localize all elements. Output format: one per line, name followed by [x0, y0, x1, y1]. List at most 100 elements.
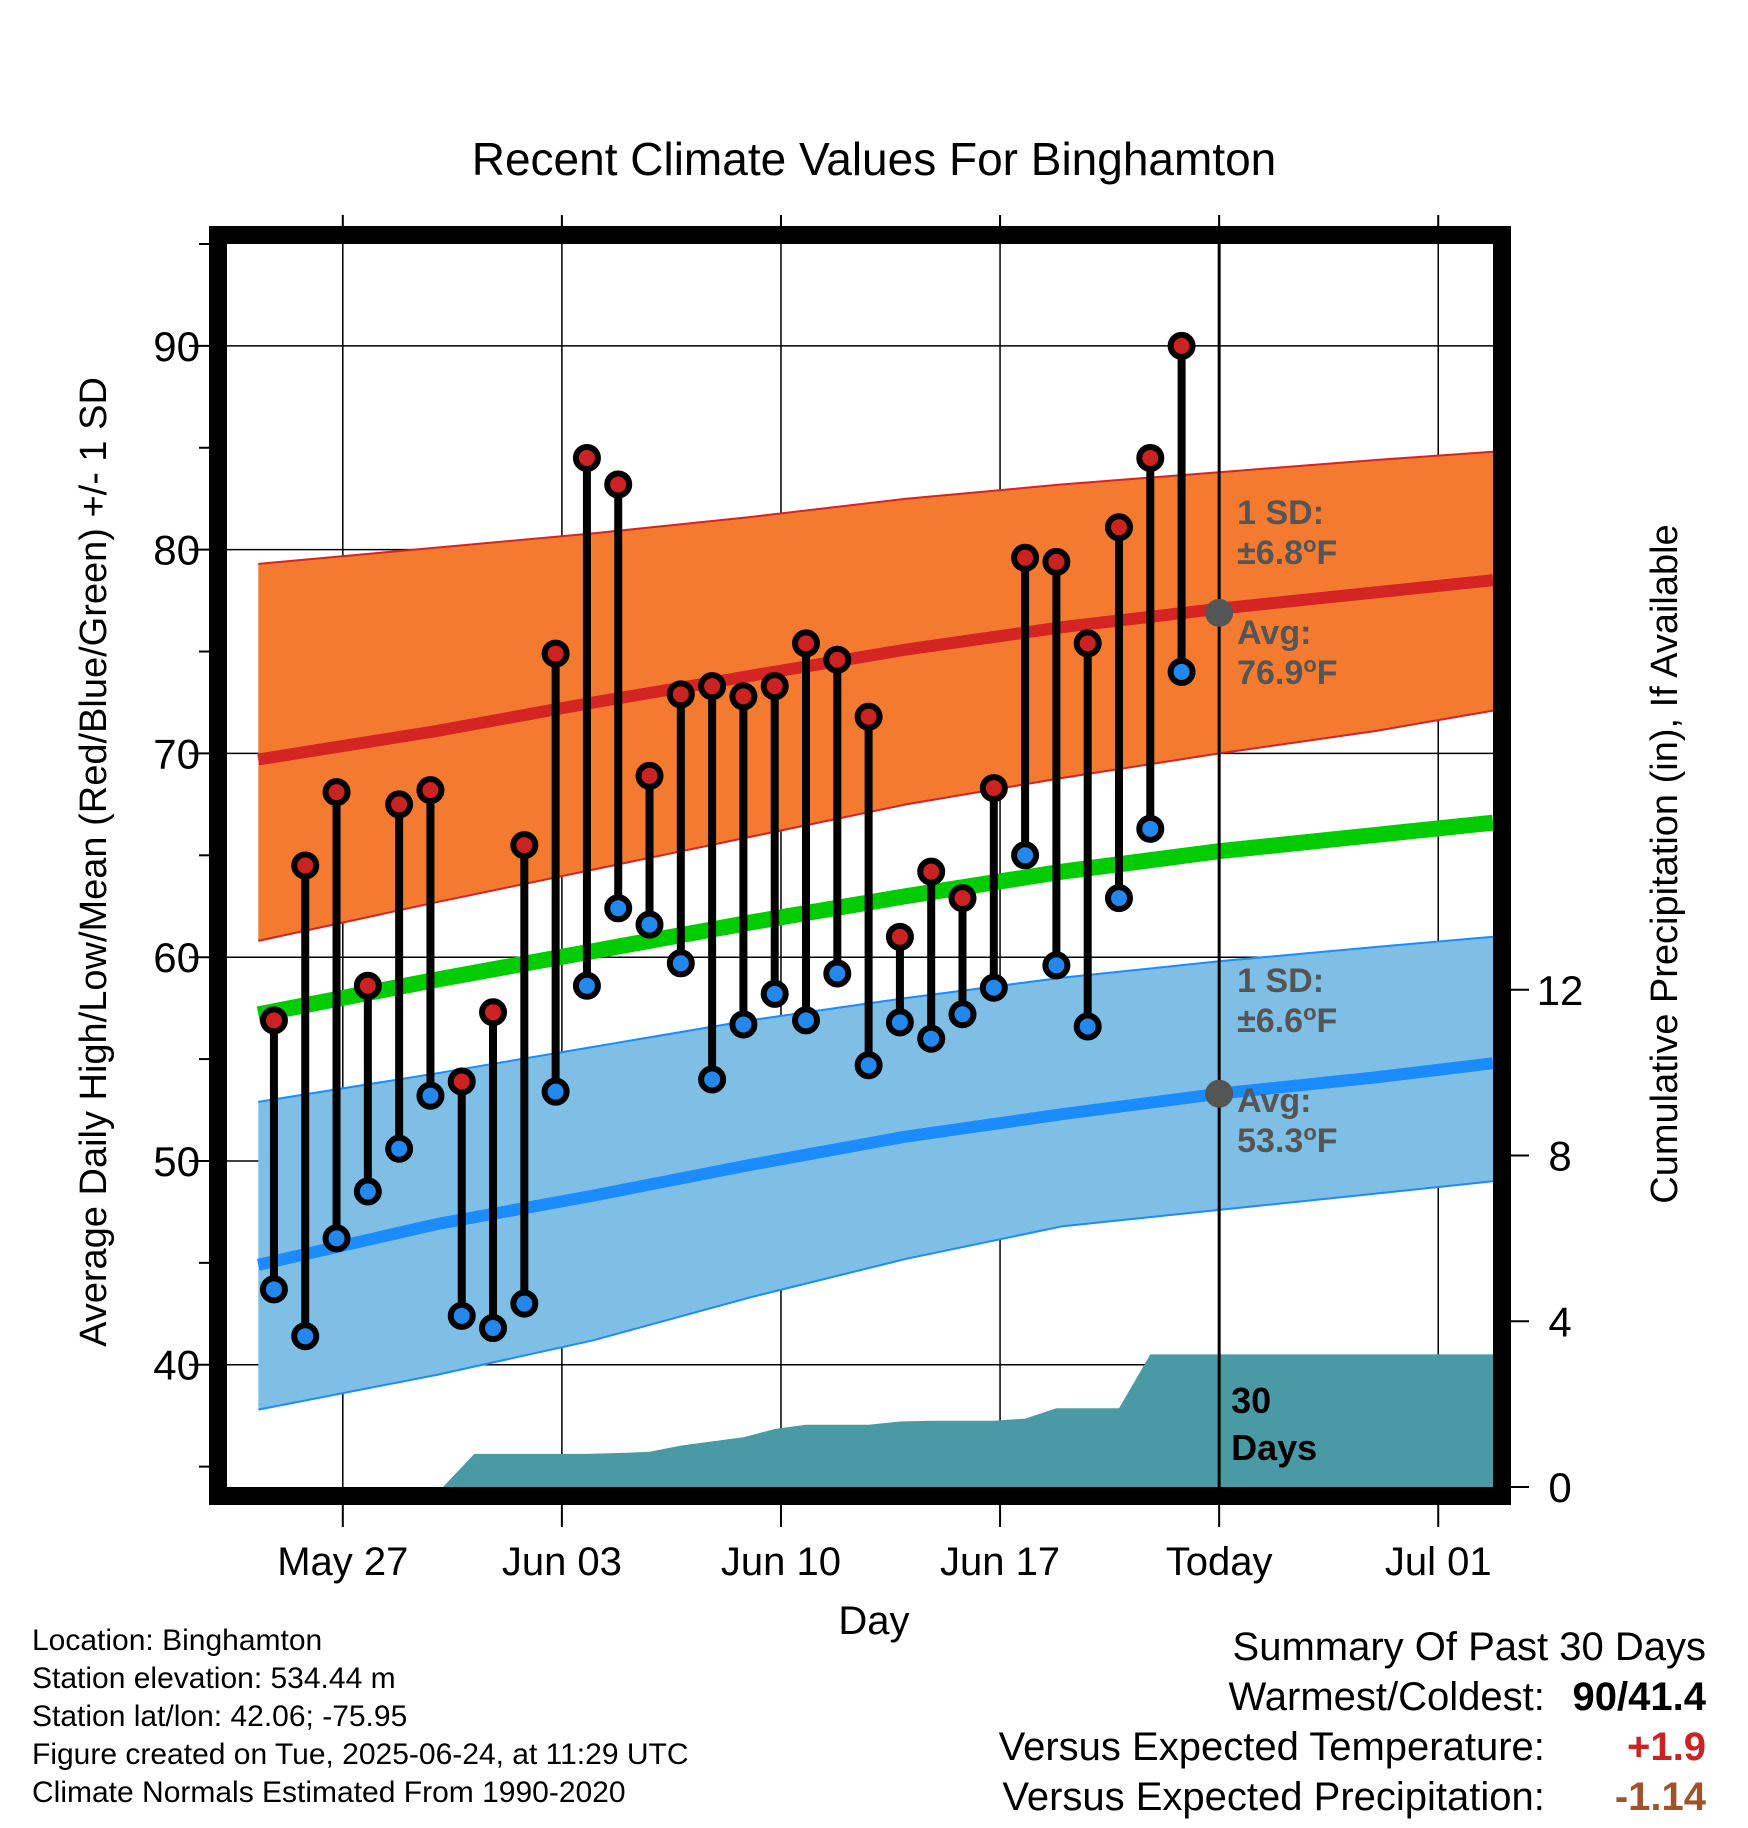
- observations: [259, 331, 1196, 1351]
- high-point: [259, 1006, 288, 1035]
- low-point: [385, 1134, 414, 1163]
- x-tick-label: Jul 01: [1385, 1540, 1492, 1584]
- high-point: [635, 761, 664, 790]
- high-sd-label: 1 SD:: [1237, 494, 1324, 532]
- high-sd-value: ±6.8oF: [1237, 532, 1337, 573]
- low-point: [823, 959, 852, 988]
- high-point: [948, 884, 977, 913]
- summary-title: Summary Of Past 30 Days: [1232, 1625, 1706, 1669]
- high-average-line: [257, 574, 1494, 766]
- y-tick-label: 70: [153, 730, 200, 777]
- low-point: [1167, 657, 1196, 686]
- low-point: [1104, 884, 1133, 913]
- y2-tick-label: 12: [1537, 967, 1584, 1014]
- high-avg-label: Avg:: [1237, 614, 1311, 652]
- low-point: [760, 979, 789, 1008]
- high-point: [823, 645, 852, 674]
- info-location: Location: Binghamton: [32, 1624, 323, 1657]
- high-point: [1104, 513, 1133, 542]
- high-point: [572, 443, 601, 472]
- low-point: [666, 949, 695, 978]
- low-point: [479, 1314, 508, 1343]
- low-point: [322, 1224, 351, 1253]
- y-tick-label: 90: [153, 323, 200, 370]
- low-point: [1042, 951, 1071, 980]
- days-word-label: Days: [1231, 1427, 1317, 1468]
- low-point: [510, 1289, 539, 1318]
- low-point: [948, 1000, 977, 1029]
- y-axis-label: Average Daily High/Low/Mean (Red/Blue/Gr…: [73, 377, 115, 1347]
- high-point: [666, 680, 695, 709]
- high-upper-edge: [258, 450, 1494, 565]
- summary-precip-label: Versus Expected Precipitation:: [1002, 1775, 1545, 1819]
- low-point: [447, 1301, 476, 1330]
- y-tick-label: 60: [153, 934, 200, 981]
- high-avg-value: 76.9oF: [1237, 652, 1337, 693]
- summary-precip-row: Versus Expected Precipitation: -1.14: [999, 1772, 1706, 1822]
- station-info: Location: Binghamton Station elevation: …: [32, 1622, 689, 1812]
- high-point: [385, 790, 414, 819]
- summary-temp-row: Versus Expected Temperature: +1.9: [999, 1722, 1706, 1772]
- summary-precip-value: -1.14: [1614, 1775, 1706, 1819]
- summary-temp-label: Versus Expected Temperature:: [998, 1725, 1545, 1769]
- high-point: [1042, 547, 1071, 576]
- summary-panel: Summary Of Past 30 Days Warmest/Coldest:…: [999, 1622, 1706, 1822]
- high-point: [729, 682, 758, 711]
- plot-frame: [209, 226, 1511, 1505]
- summary-warmest-label: Warmest/Coldest:: [1228, 1675, 1545, 1719]
- low-point: [635, 910, 664, 939]
- low-sd-value: ±6.6oF: [1237, 1000, 1337, 1041]
- high-point: [760, 672, 789, 701]
- low-lower-edge: [258, 1180, 1494, 1411]
- low-point: [259, 1275, 288, 1304]
- summary-warmest-row: Warmest/Coldest: 90/41.4: [999, 1672, 1707, 1722]
- high-point: [1136, 443, 1165, 472]
- high-point: [854, 702, 883, 731]
- low-average-marker: [1205, 1079, 1234, 1108]
- precipitation-fill: [443, 1354, 1493, 1487]
- high-point: [917, 857, 946, 886]
- high-average-marker: [1205, 598, 1234, 627]
- y-tick-label: 80: [153, 527, 200, 574]
- x-tick-label: Jun 03: [502, 1540, 622, 1584]
- high-point: [792, 629, 821, 658]
- low-point: [353, 1177, 382, 1206]
- precipitation-area: [443, 1354, 1493, 1487]
- x-tick-label: May 27: [277, 1540, 408, 1584]
- high-point: [885, 922, 914, 951]
- high-point: [353, 971, 382, 1000]
- x-tick-label: Jun 17: [940, 1540, 1060, 1584]
- low-point: [1136, 814, 1165, 843]
- info-latlon: Station lat/lon: 42.06; -75.95: [32, 1700, 408, 1733]
- low-point: [572, 971, 601, 1000]
- mean-average-line: [256, 814, 1494, 1023]
- high-point: [979, 774, 1008, 803]
- y2-tick-label: 0: [1548, 1464, 1571, 1511]
- low-avg-label: Avg:: [1237, 1082, 1311, 1120]
- high-point: [698, 672, 727, 701]
- x-tick-label: Jun 10: [721, 1540, 841, 1584]
- high-point: [322, 778, 351, 807]
- low-sd-label: 1 SD:: [1237, 962, 1324, 1000]
- low-point: [917, 1024, 946, 1053]
- y2-tick-label: 4: [1548, 1298, 1571, 1345]
- low-point: [1011, 841, 1040, 870]
- info-normals: Climate Normals Estimated From 1990-2020: [32, 1776, 626, 1809]
- high-point: [479, 998, 508, 1027]
- low-point: [729, 1010, 758, 1039]
- summary-temp-value: +1.9: [1627, 1725, 1706, 1769]
- info-elevation: Station elevation: 534.44 m: [32, 1662, 396, 1695]
- info-created: Figure created on Tue, 2025-06-24, at 11…: [32, 1738, 689, 1771]
- high-point: [1167, 331, 1196, 360]
- high-point: [604, 470, 633, 499]
- low-point: [792, 1006, 821, 1035]
- high-lower-edge: [258, 709, 1494, 942]
- low-point: [854, 1051, 883, 1080]
- x-axis-label: Day: [838, 1599, 909, 1643]
- low-point: [541, 1077, 570, 1106]
- y2-tick-label: 8: [1548, 1133, 1571, 1180]
- y2-axis-label: Cumulative Precipitation (in), If Availa…: [1644, 524, 1686, 1203]
- low-point: [698, 1065, 727, 1094]
